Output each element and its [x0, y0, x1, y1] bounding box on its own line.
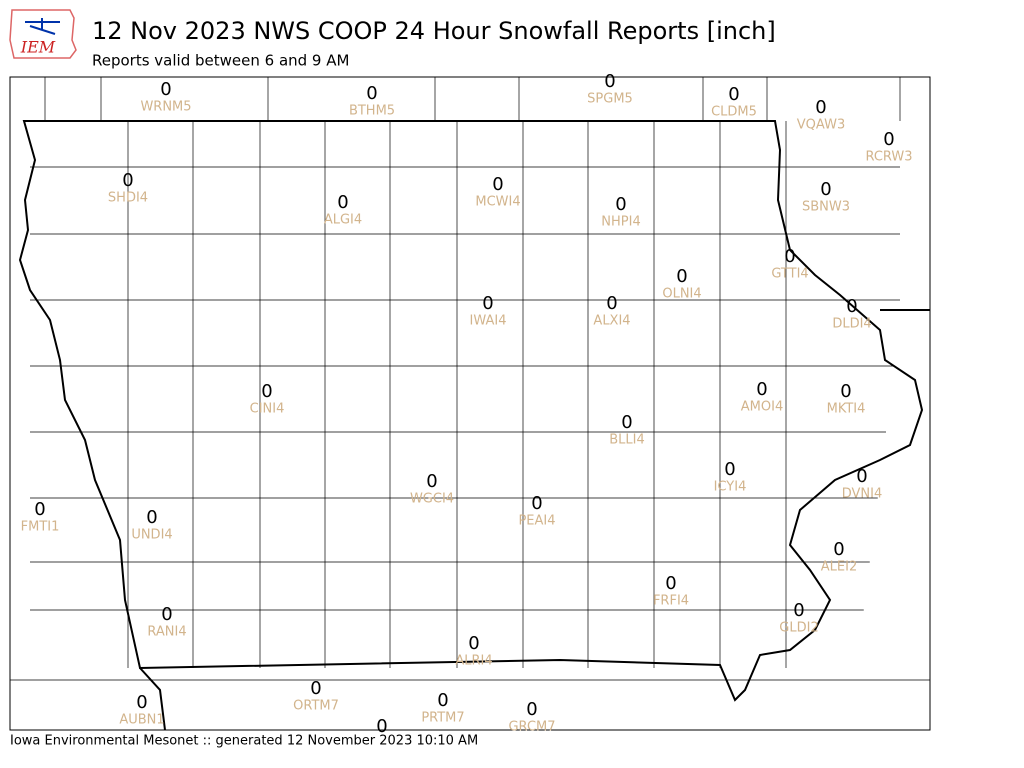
station-value: 0 — [531, 493, 542, 514]
station-value: 0 — [437, 690, 448, 711]
station-value: 0 — [883, 129, 894, 150]
station-value: 0 — [261, 381, 272, 402]
station-id: WRNM5 — [140, 100, 191, 115]
station-value: 0 — [793, 600, 804, 621]
map-frame — [9, 76, 931, 731]
station-id: SPGM5 — [587, 92, 633, 107]
station-value: 0 — [337, 192, 348, 213]
station-id: GRCM7 — [508, 720, 555, 735]
station-id: DVNI4 — [842, 487, 883, 502]
station-id: IWAI4 — [470, 314, 507, 329]
station-id: ICYI4 — [714, 480, 747, 495]
station-value: 0 — [840, 381, 851, 402]
station-id: UNDI4 — [131, 528, 172, 543]
station-value: 0 — [34, 499, 45, 520]
station-id: NHPI4 — [601, 215, 640, 230]
station-id: ALRI4 — [455, 654, 492, 669]
station-value: 0 — [310, 678, 321, 699]
station-value: 0 — [784, 246, 795, 267]
title: 12 Nov 2023 NWS COOP 24 Hour Snowfall Re… — [92, 17, 776, 45]
station-value: 0 — [621, 412, 632, 433]
station-id: RANI4 — [147, 625, 186, 640]
station-id: SBNW3 — [802, 200, 850, 215]
station-value: 0 — [728, 84, 739, 105]
station-id: GTTI4 — [771, 267, 808, 282]
station-id: DLDI4 — [832, 317, 871, 332]
station-value: 0 — [820, 179, 831, 200]
station-id: PRTM7 — [421, 711, 464, 726]
station-id: CLDM5 — [711, 105, 757, 120]
station-value: 0 — [665, 573, 676, 594]
station-value: 0 — [161, 604, 172, 625]
station-value: 0 — [604, 71, 615, 92]
station-value: 0 — [366, 83, 377, 104]
station-value: 0 — [676, 266, 687, 287]
station-value: 0 — [482, 293, 493, 314]
station-id: PEAI4 — [518, 514, 555, 529]
station-id: BLLI4 — [609, 433, 645, 448]
station-id: ALXI4 — [593, 314, 630, 329]
station-id: FRFI4 — [653, 594, 689, 609]
station-value: 0 — [756, 379, 767, 400]
station-value: 0 — [426, 471, 437, 492]
station-value: 0 — [376, 716, 387, 737]
station-id: CINI4 — [250, 402, 285, 417]
station-value: 0 — [606, 293, 617, 314]
station-value: 0 — [492, 174, 503, 195]
station-id: AMOI4 — [741, 400, 783, 415]
station-id: RCRW3 — [865, 150, 912, 165]
logo: IEM — [9, 9, 77, 59]
station-value: 0 — [526, 699, 537, 720]
subtitle: Reports valid between 6 and 9 AM — [92, 52, 349, 70]
station-value: 0 — [724, 459, 735, 480]
station-value: 0 — [146, 507, 157, 528]
station-value: 0 — [833, 539, 844, 560]
station-id: WGCI4 — [410, 492, 454, 507]
county-lines — [10, 77, 930, 681]
station-value: 0 — [136, 692, 147, 713]
station-id: MCWI4 — [475, 195, 520, 210]
station-id: SHDI4 — [108, 191, 148, 206]
station-value: 0 — [856, 466, 867, 487]
logo-text: IEM — [20, 38, 56, 57]
footer: Iowa Environmental Mesonet :: generated … — [10, 734, 478, 749]
station-id: BTHM5 — [349, 104, 395, 119]
station-value: 0 — [615, 194, 626, 215]
station-id: MKTI4 — [827, 402, 866, 417]
state-line — [139, 309, 930, 731]
station-id: OLNI4 — [662, 287, 701, 302]
station-value: 0 — [815, 97, 826, 118]
station-value: 0 — [122, 170, 133, 191]
station-id: ORTM7 — [293, 699, 339, 714]
station-id: GLDI2 — [779, 621, 818, 636]
iowa-border — [18, 120, 924, 702]
station-id: ALEI2 — [821, 560, 857, 575]
station-value: 0 — [160, 79, 171, 100]
station-value: 0 — [846, 296, 857, 317]
station-id: AUBN1 — [119, 713, 164, 728]
station-id: FMTI1 — [21, 520, 60, 535]
station-id: ALGI4 — [324, 213, 362, 228]
station-value: 0 — [468, 633, 479, 654]
station-id: VQAW3 — [797, 118, 845, 133]
